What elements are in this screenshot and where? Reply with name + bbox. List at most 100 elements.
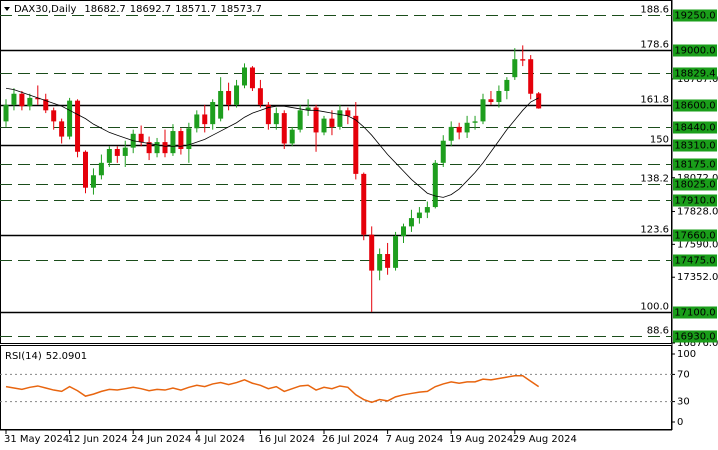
candle-body bbox=[456, 126, 462, 133]
x-tick-label: 24 Jun 2024 bbox=[131, 434, 191, 445]
level-label: 17660.0 bbox=[674, 231, 715, 242]
rsi-tick-label: 70 bbox=[677, 369, 690, 380]
level-box bbox=[673, 121, 717, 134]
candle-body bbox=[385, 254, 391, 268]
symbol: DAX30,Daily bbox=[14, 4, 77, 15]
level-box bbox=[673, 254, 717, 267]
last-close: 18573.7 bbox=[221, 4, 262, 15]
candle-body bbox=[377, 254, 383, 271]
candle-body bbox=[329, 118, 335, 127]
candle-body bbox=[393, 236, 399, 268]
x-tick-label: 31 May 2024 bbox=[4, 434, 69, 445]
candle-body bbox=[83, 151, 88, 188]
level-label: 19250.0 bbox=[674, 11, 715, 22]
level-box bbox=[673, 67, 717, 80]
level-label: 18175.0 bbox=[674, 160, 715, 171]
candle-body bbox=[51, 110, 57, 122]
y-tick-label: 17352.0 bbox=[677, 272, 718, 283]
level-label: 18310.0 bbox=[674, 141, 715, 152]
candle-body bbox=[345, 110, 351, 116]
candle-body bbox=[43, 99, 49, 111]
fib-label: 123.6 bbox=[640, 225, 669, 236]
level-label: 18025.0 bbox=[674, 180, 715, 191]
fib-label: 138.2 bbox=[640, 174, 669, 185]
level-box bbox=[673, 9, 717, 22]
level-label: 17910.0 bbox=[674, 196, 715, 207]
level-box bbox=[673, 194, 717, 207]
candle-body bbox=[194, 114, 200, 129]
candle-body bbox=[472, 121, 478, 123]
candle-body bbox=[114, 149, 120, 156]
candle-body bbox=[170, 131, 176, 154]
y-tick-label: 17828.0 bbox=[677, 206, 718, 217]
candle-body bbox=[337, 110, 343, 127]
candle-body bbox=[480, 99, 486, 122]
candle-body bbox=[75, 100, 81, 152]
candle-body bbox=[297, 110, 303, 130]
x-tick-label: 4 Jul 2024 bbox=[195, 434, 245, 445]
candle-body bbox=[369, 234, 375, 271]
candle-body bbox=[432, 162, 438, 208]
candle-body bbox=[11, 93, 17, 105]
rsi-tick-label: 0 bbox=[677, 417, 683, 428]
candle-body bbox=[154, 142, 160, 154]
candle-body bbox=[257, 88, 263, 105]
fib-label: 178.6 bbox=[640, 40, 669, 51]
last-low: 18571.7 bbox=[175, 4, 216, 15]
candle-body bbox=[218, 90, 224, 119]
level-box bbox=[673, 178, 717, 191]
rsi-line bbox=[5, 375, 540, 404]
candle-body bbox=[35, 97, 41, 100]
candle-body bbox=[146, 142, 152, 154]
menu-arrow bbox=[4, 7, 10, 11]
level-label: 16930.0 bbox=[674, 332, 715, 343]
last-open: 18682.7 bbox=[84, 4, 125, 15]
candle-body bbox=[408, 218, 414, 227]
rsi-tick-label: 100 bbox=[677, 349, 696, 360]
candle-body bbox=[313, 107, 319, 133]
candle-body bbox=[19, 93, 25, 107]
candle-body bbox=[321, 118, 327, 133]
candle-body bbox=[242, 67, 247, 86]
candle-body bbox=[464, 122, 470, 133]
candle-body bbox=[361, 173, 367, 235]
candle-body bbox=[289, 129, 295, 144]
candle-body bbox=[234, 85, 240, 105]
candle-body bbox=[98, 162, 104, 176]
x-tick-label: 7 Aug 2024 bbox=[386, 434, 444, 445]
candle-body bbox=[3, 104, 9, 122]
candle-body bbox=[520, 59, 526, 61]
x-tick-label: 29 Aug 2024 bbox=[513, 434, 577, 445]
last-high: 18692.7 bbox=[130, 4, 171, 15]
x-tick-label: 16 Jul 2024 bbox=[258, 434, 315, 445]
level-label: 18440.0 bbox=[674, 123, 715, 134]
candle-body bbox=[162, 142, 168, 154]
level-box bbox=[673, 99, 717, 112]
fib-label: 161.8 bbox=[640, 95, 669, 106]
candle-body bbox=[424, 207, 430, 213]
candle-body bbox=[265, 104, 271, 125]
candle-body bbox=[496, 90, 502, 103]
candle-body bbox=[416, 212, 422, 219]
candle-body bbox=[401, 226, 406, 237]
candle-body bbox=[512, 59, 518, 78]
candle-body bbox=[353, 115, 359, 174]
fib-label: 88.6 bbox=[647, 326, 669, 337]
candle-body bbox=[504, 79, 510, 91]
fib-label: 150 bbox=[650, 135, 669, 146]
candle-body bbox=[448, 126, 454, 141]
candle-body bbox=[67, 100, 73, 137]
candle-body bbox=[226, 90, 232, 105]
candle-body bbox=[249, 67, 255, 89]
level-label: 18829.4 bbox=[674, 69, 715, 80]
candle-body bbox=[528, 59, 534, 94]
level-box bbox=[673, 306, 717, 319]
candle-body bbox=[59, 121, 65, 137]
candle-body bbox=[138, 133, 144, 143]
candle-body bbox=[210, 102, 216, 125]
rsi-tick-label: 30 bbox=[677, 397, 690, 408]
level-label: 17100.0 bbox=[674, 308, 715, 319]
candle-body bbox=[27, 97, 33, 107]
level-box bbox=[673, 330, 717, 343]
